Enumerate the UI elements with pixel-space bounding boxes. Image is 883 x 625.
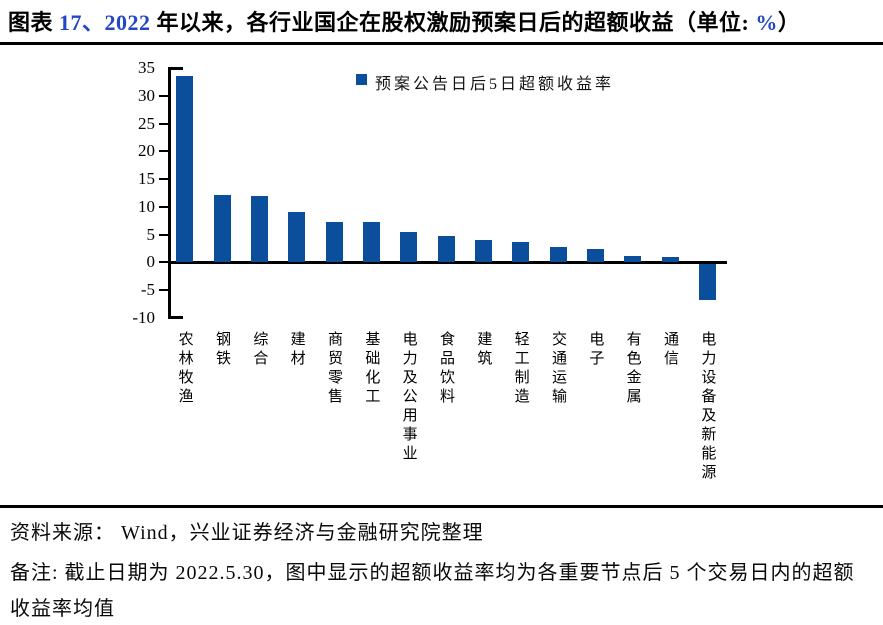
bar	[362, 222, 380, 263]
y-axis-tick	[159, 94, 168, 97]
bar	[549, 246, 567, 263]
note-line-2: 收益率均值	[10, 598, 115, 620]
title-text: 图表	[8, 10, 60, 35]
x-axis-label: 钢铁	[214, 331, 230, 369]
y-axis-label: -5	[140, 280, 155, 300]
y-axis-tick	[159, 289, 168, 292]
y-axis-tick	[159, 178, 168, 181]
bar	[474, 240, 492, 263]
bar	[288, 212, 306, 263]
bar	[512, 242, 530, 263]
x-axis-label: 轻工制造	[512, 331, 529, 407]
bar	[624, 255, 642, 263]
y-axis-label: 0	[146, 252, 156, 272]
legend-swatch-icon	[356, 74, 367, 85]
title-text-middle: 年以来，各行业国企在股权激励预案日后的超额收益（单位:	[150, 10, 756, 35]
x-axis-zero-line	[171, 261, 727, 264]
bar	[661, 257, 679, 263]
bar	[176, 76, 194, 263]
y-axis-label: 15	[138, 169, 155, 189]
x-axis-label: 建材	[288, 331, 305, 369]
y-axis-tick	[159, 205, 168, 208]
page-title: 图表 17、2022 年以来，各行业国企在股权激励预案日后的超额收益（单位: %…	[8, 5, 880, 37]
y-axis-tick	[159, 261, 168, 264]
x-axis-label: 综合	[251, 331, 268, 369]
y-axis-label: 20	[138, 141, 155, 161]
x-axis-label: 电力设备及新能源	[699, 331, 716, 483]
bar	[586, 249, 604, 263]
x-axis-label: 电子	[587, 331, 604, 369]
title-unit-percent: %	[755, 10, 778, 35]
x-axis-label: 建筑	[475, 331, 492, 369]
y-axis-top-cap	[168, 67, 183, 70]
y-axis-label: 10	[138, 196, 155, 216]
y-axis-label: 30	[138, 85, 155, 105]
note-line-1: 备注: 截止日期为 2022.5.30，图中显示的超额收益率均为各重要节点后 5…	[10, 562, 855, 584]
title-divider	[0, 42, 883, 45]
bar	[325, 221, 343, 263]
y-axis-line	[168, 67, 171, 319]
x-axis-label: 交通运输	[550, 331, 566, 407]
x-axis-label: 电力及公用事业	[400, 331, 417, 464]
footer-divider	[0, 505, 883, 508]
y-axis-tick	[159, 233, 168, 236]
y-axis-bottom-cap	[168, 316, 183, 319]
y-axis-tick	[159, 122, 168, 125]
x-axis-label: 商贸零售	[326, 331, 342, 407]
y-axis-label: 35	[138, 58, 155, 77]
title-text-suffix: ）	[777, 10, 801, 35]
y-axis-label: -10	[132, 308, 155, 327]
title-figure-number: 17、2022	[59, 10, 151, 35]
bar	[698, 263, 716, 301]
x-axis-label: 农林牧渔	[176, 331, 193, 407]
y-axis-tick	[159, 150, 168, 153]
bar	[437, 235, 455, 263]
y-axis-label: 25	[138, 113, 155, 133]
x-axis-label: 通信	[662, 331, 678, 369]
bar	[213, 195, 231, 263]
bar	[400, 232, 418, 263]
y-axis-label: 5	[146, 224, 156, 244]
bar	[250, 196, 268, 263]
bar-chart: 预案公告日后5日超额收益率 35 30 25 20 15 10 5 0 -5 -10 农林牧渔 钢铁综…	[0, 55, 883, 505]
legend-label: 预案公告日后5日超额收益率	[375, 76, 615, 93]
chart-legend: 预案公告日后5日超额收益率	[356, 70, 614, 94]
x-axis-label: 有色金属	[624, 331, 641, 407]
source-line: 资料来源： Wind，兴业证券经济与金融研究院整理	[10, 522, 484, 544]
x-axis-label: 食品饮料	[438, 331, 454, 407]
x-axis-label: 基础化工	[363, 331, 380, 407]
